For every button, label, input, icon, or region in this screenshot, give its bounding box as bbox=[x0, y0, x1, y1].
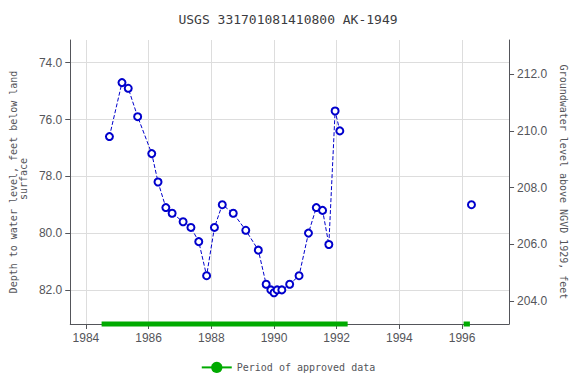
svg-text:76.0: 76.0 bbox=[39, 113, 63, 127]
svg-text:1986: 1986 bbox=[135, 331, 162, 345]
svg-text:1994: 1994 bbox=[386, 331, 413, 345]
svg-text:Depth to water level, feet bel: Depth to water level, feet below land bbox=[7, 70, 19, 294]
svg-text:206.0: 206.0 bbox=[517, 237, 547, 251]
svg-text:surface: surface bbox=[18, 158, 29, 206]
svg-text:208.0: 208.0 bbox=[517, 181, 547, 195]
svg-text:74.0: 74.0 bbox=[39, 56, 63, 70]
svg-text:78.0: 78.0 bbox=[39, 169, 63, 183]
svg-text:82.0: 82.0 bbox=[39, 283, 63, 297]
svg-text:210.0: 210.0 bbox=[517, 124, 547, 138]
svg-text:1988: 1988 bbox=[198, 331, 225, 345]
svg-text:1990: 1990 bbox=[261, 331, 288, 345]
svg-text:Period of approved data: Period of approved data bbox=[237, 362, 375, 373]
svg-text:204.0: 204.0 bbox=[517, 294, 547, 308]
svg-text:USGS 331701081410800 AK-1949: USGS 331701081410800 AK-1949 bbox=[178, 12, 397, 27]
svg-text:Groundwater level above NGVD 1: Groundwater level above NGVD 1929, feet bbox=[558, 65, 569, 300]
svg-text:1984: 1984 bbox=[73, 331, 100, 345]
svg-text:1996: 1996 bbox=[449, 331, 476, 345]
svg-text:80.0: 80.0 bbox=[39, 226, 63, 240]
svg-text:1992: 1992 bbox=[323, 331, 350, 345]
svg-text:212.0: 212.0 bbox=[517, 67, 547, 81]
